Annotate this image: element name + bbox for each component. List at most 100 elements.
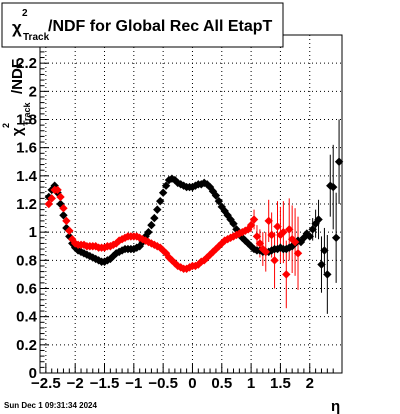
data-point-black	[317, 260, 326, 269]
x-tick-label: 1.5	[270, 375, 291, 392]
x-tick-label: 1	[247, 375, 255, 392]
y-label-subscript: Track	[22, 101, 32, 126]
data-point-black	[314, 215, 323, 224]
data-point-red	[229, 232, 238, 241]
x-tick-label: 0	[188, 375, 196, 392]
y-label-text: /NDF	[9, 59, 26, 94]
data-point-black	[161, 181, 171, 190]
data-point-black	[56, 199, 65, 209]
data-point-red	[150, 240, 159, 250]
data-point-red	[164, 253, 174, 262]
data-point-black	[103, 256, 112, 265]
data-point-red	[65, 226, 74, 235]
data-point-red	[249, 215, 259, 224]
data-point-red	[252, 232, 262, 241]
y-tick-label: 0.6	[16, 281, 37, 298]
data-point-black	[156, 196, 165, 206]
data-point-black	[223, 211, 232, 220]
data-point-black	[100, 257, 109, 266]
y-tick-label: 2	[29, 83, 37, 100]
data-point-black	[150, 213, 159, 223]
footer-timestamp: Sun Dec 1 09:31:34 2024	[4, 401, 97, 410]
data-point-black	[109, 251, 118, 261]
data-point-red	[59, 204, 68, 213]
tick-labels: −2.5 −2 −1.5 −1 −0.5 0 0.5 1 1.5 2 0 0.2 0.4 0.6 0.8 1 1…	[16, 55, 314, 392]
data-point-red	[290, 237, 300, 247]
data-point-red	[270, 256, 279, 265]
y-tick-label: 1.4	[16, 168, 38, 185]
data-point-black	[329, 182, 338, 192]
data-point-black	[226, 215, 235, 224]
x-tick-label: −2	[67, 375, 84, 392]
data-point-red	[53, 185, 62, 195]
data-point-red	[246, 220, 256, 230]
x-tick-label: 2	[306, 375, 314, 392]
data-point-red	[293, 249, 303, 258]
data-point-red	[255, 239, 265, 248]
data-point-black	[88, 253, 97, 262]
data-point-red	[141, 236, 150, 245]
data-point-black	[334, 157, 344, 166]
x-tick-label: −1	[125, 375, 142, 392]
data-point-black	[44, 192, 53, 202]
data-point-red	[214, 242, 224, 251]
data-point-red	[282, 270, 291, 279]
data-point-red	[114, 236, 124, 245]
data-point-black	[287, 242, 297, 251]
data-point-black	[144, 227, 153, 237]
data-point-red	[220, 236, 229, 245]
title-superscript: 2	[22, 8, 28, 19]
data-point-red	[279, 227, 288, 237]
data-point-black	[153, 205, 162, 214]
title-chi: χ	[12, 18, 22, 37]
x-tick-label: −0.5	[148, 375, 178, 392]
y-tick-label: 1	[29, 224, 37, 241]
x-tick-label: −1.5	[90, 375, 120, 392]
data-point-black	[117, 246, 127, 255]
data-point-black	[320, 246, 329, 255]
data-point-red	[47, 194, 56, 203]
data-point-black	[323, 270, 332, 279]
data-point-black	[308, 225, 317, 234]
data-point-red	[100, 243, 109, 252]
y-tick-label: 0	[29, 365, 37, 382]
data-point-red	[68, 235, 77, 244]
data-point-red	[56, 192, 65, 202]
y-tick-label: 1.2	[16, 196, 37, 213]
y-tick-label: 1.8	[16, 112, 37, 129]
data-point-red	[285, 225, 294, 234]
y-tick-label: 2.2	[16, 55, 37, 72]
data-point-red	[261, 247, 270, 257]
data-point-red	[62, 216, 71, 226]
title-box-frame	[1, 2, 284, 48]
data-point-red	[91, 242, 100, 251]
y-label-superscript: 2	[1, 123, 11, 128]
data-point-black	[158, 188, 168, 197]
chart-title: /NDF for Global Rec All EtapT	[48, 18, 273, 35]
title-box: χ 2 Track /NDF for Global Rec All EtapT	[1, 2, 284, 48]
y-tick-label: 1.6	[16, 140, 37, 157]
x-tick-label: −2.5	[31, 375, 61, 392]
data-point-red	[267, 230, 276, 240]
data-point-red	[273, 222, 282, 231]
data-point-red	[44, 199, 53, 209]
title-subscript: Track	[23, 32, 50, 43]
y-axis-label: χ 2 Track /NDF	[1, 59, 32, 136]
data-point-black	[59, 211, 68, 220]
data-point-black	[147, 220, 156, 230]
data-point-black	[65, 232, 74, 241]
y-tick-label: 0.4	[16, 309, 38, 326]
x-tick-label: 0.5	[211, 375, 232, 392]
data-points	[44, 157, 344, 279]
x-axis-label: η	[331, 398, 340, 414]
data-point-red	[106, 242, 115, 251]
data-point-black	[331, 233, 341, 242]
data-point-red	[276, 230, 285, 240]
data-point-black	[214, 196, 224, 206]
data-point-black	[305, 232, 314, 241]
data-point-red	[153, 242, 162, 251]
axis-ticks	[39, 40, 334, 374]
y-label-chi: χ	[9, 127, 26, 136]
data-point-red	[264, 216, 273, 226]
